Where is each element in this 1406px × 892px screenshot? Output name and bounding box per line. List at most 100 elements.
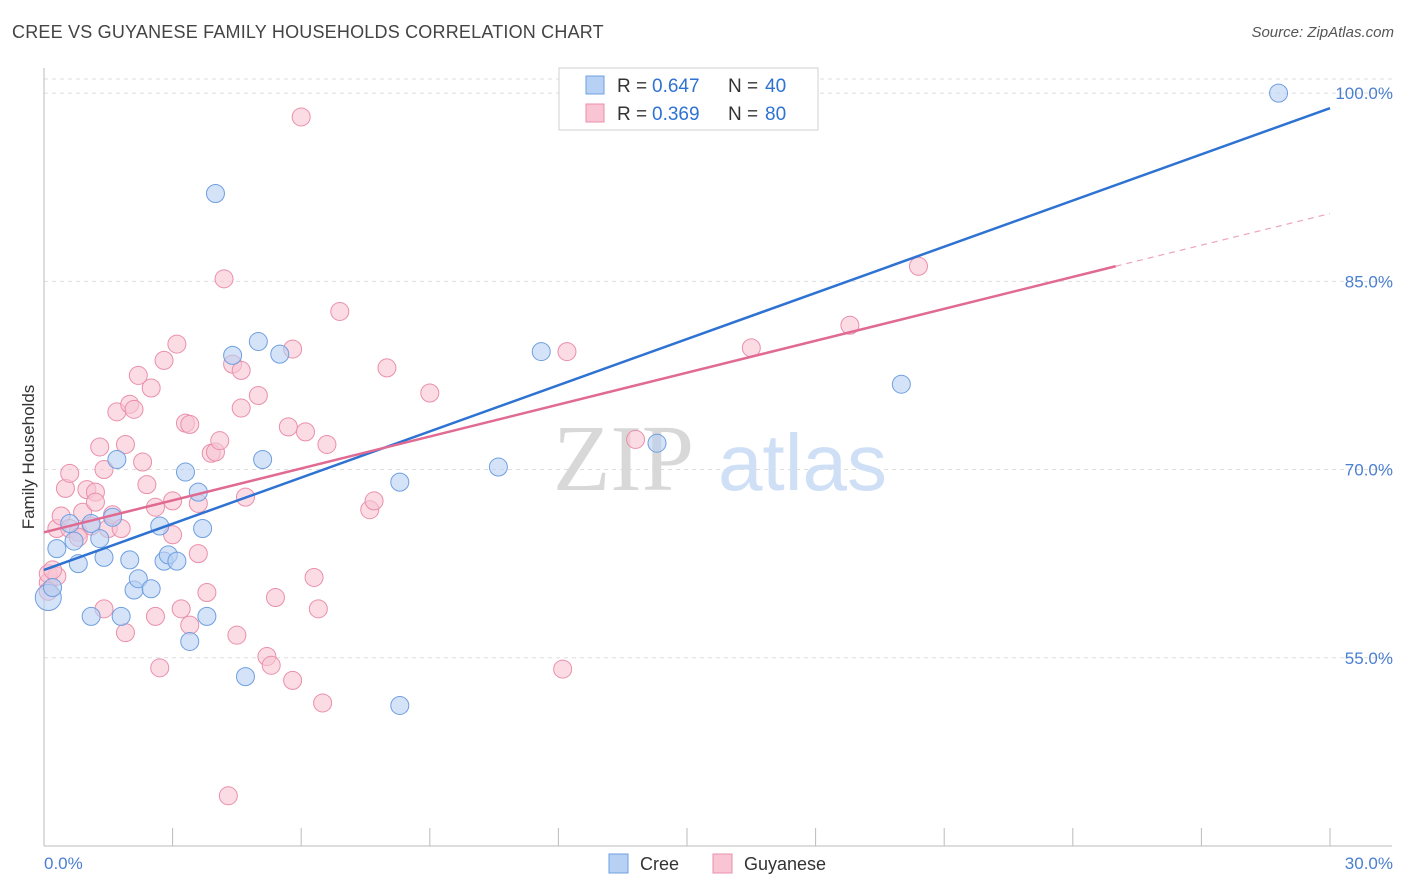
- guyanese-point: [330, 301, 350, 321]
- watermark-zip: ZIP: [553, 407, 694, 511]
- guyanese-point: [197, 583, 217, 603]
- cree-point: [253, 450, 273, 470]
- bottom-legend-swatch-guyanese: [712, 853, 733, 874]
- guyanese-point: [557, 342, 577, 362]
- cree-point: [647, 433, 667, 453]
- cree-point: [90, 529, 110, 549]
- guyanese-point: [283, 670, 303, 690]
- legend-swatch-guyanese: [585, 103, 605, 123]
- guyanese-trend-line: [43, 265, 1116, 534]
- guyanese-point: [85, 492, 105, 512]
- bottom-legend-swatch-cree: [608, 853, 629, 874]
- cree-point: [390, 695, 410, 715]
- trend-lines: [43, 106, 1331, 572]
- guyanese-point: [145, 606, 165, 626]
- cree-point: [248, 332, 268, 352]
- cree-point: [111, 606, 131, 626]
- guyanese-point: [115, 623, 135, 643]
- y-tick-labels: 55.0% 70.0% 85.0% 100.0%: [1335, 84, 1393, 668]
- watermark-atlas: atlas: [718, 418, 887, 507]
- bottom-legend: Cree Guyanese: [608, 853, 826, 874]
- cree-point: [64, 531, 84, 551]
- guyanese-point: [317, 434, 337, 454]
- y-tick-label: 55.0%: [1345, 649, 1393, 668]
- cree-point: [193, 519, 213, 539]
- legend-swatch-cree: [585, 75, 605, 95]
- x-tick-label-min: 0.0%: [44, 854, 83, 873]
- watermark: ZIP atlas: [553, 407, 887, 511]
- guyanese-point: [227, 625, 247, 645]
- x-axis-ticks: [43, 828, 1331, 846]
- guyanese-point: [128, 365, 148, 385]
- guyanese-point: [248, 386, 268, 406]
- guyanese-point: [231, 360, 251, 380]
- y-tick-label: 100.0%: [1335, 84, 1393, 103]
- cree-point: [197, 606, 217, 626]
- guyanese-point: [94, 460, 114, 480]
- cree-point: [167, 551, 187, 571]
- guyanese-point: [133, 452, 153, 472]
- x-tick-label-max: 30.0%: [1345, 854, 1393, 873]
- guyanese-point: [840, 315, 860, 335]
- guyanese-point: [231, 398, 251, 418]
- legend-n-value-cree: 40: [765, 76, 786, 97]
- cree-point: [81, 606, 101, 626]
- guyanese-point: [154, 350, 174, 370]
- legend-n-label-guyanese: N =: [728, 104, 758, 125]
- cree-point: [180, 631, 200, 651]
- cree-point: [270, 344, 290, 364]
- legend-r-label-guyanese: R =: [617, 104, 647, 125]
- guyanese-point: [626, 429, 646, 449]
- cree-point: [1269, 83, 1289, 103]
- guyanese-point: [553, 659, 573, 679]
- bottom-legend-label-guyanese: Guyanese: [744, 854, 826, 874]
- guyanese-point: [137, 475, 157, 495]
- y-tick-label: 85.0%: [1345, 272, 1393, 291]
- bottom-legend-label-cree: Cree: [640, 854, 679, 874]
- cree-point: [107, 450, 127, 470]
- chart-title: CREE VS GUYANESE FAMILY HOUSEHOLDS CORRE…: [12, 22, 604, 42]
- guyanese-point: [141, 378, 161, 398]
- guyanese-point: [167, 334, 187, 354]
- y-tick-label: 70.0%: [1345, 461, 1393, 480]
- guyanese-point: [278, 417, 298, 437]
- guyanese-point: [171, 599, 191, 619]
- guyanese-trend-extension: [1115, 212, 1331, 267]
- cree-point: [235, 667, 255, 687]
- legend-n-value-guyanese: 80: [765, 104, 786, 125]
- axes: [43, 68, 1392, 847]
- cree-point: [205, 183, 225, 203]
- guyanese-point: [377, 358, 397, 378]
- guyanese-point: [180, 615, 200, 635]
- cree-point: [891, 374, 911, 394]
- guyanese-point: [308, 599, 328, 619]
- guyanese-point: [188, 544, 208, 564]
- cree-trend-line: [43, 106, 1331, 572]
- guyanese-point: [304, 567, 324, 587]
- guyanese-point: [364, 491, 384, 511]
- guyanese-point: [261, 655, 281, 675]
- guyanese-point: [210, 431, 230, 451]
- legend: R = 0.647 N = 40 R = 0.369 N = 80: [558, 67, 819, 131]
- cree-point: [141, 579, 161, 599]
- guyanese-point: [313, 693, 333, 713]
- chart-source: Source: ZipAtlas.com: [1251, 24, 1394, 41]
- cree-point: [120, 550, 140, 570]
- legend-r-label-cree: R =: [617, 76, 647, 97]
- guyanese-point: [150, 658, 170, 678]
- cree-point: [175, 462, 195, 482]
- guyanese-point: [908, 256, 928, 276]
- legend-r-value-cree: 0.647: [652, 76, 700, 97]
- cree-point: [488, 457, 508, 477]
- guyanese-point: [124, 399, 144, 419]
- guyanese-point: [420, 383, 440, 403]
- guyanese-point: [60, 463, 80, 483]
- guyanese-point: [90, 437, 110, 457]
- guyanese-point: [180, 414, 200, 434]
- legend-n-label-cree: N =: [728, 76, 758, 97]
- cree-point: [47, 539, 67, 559]
- guyanese-point: [265, 588, 285, 608]
- cree-point: [128, 569, 148, 589]
- guyanese-point: [295, 422, 315, 442]
- y-axis-label: Family Households: [19, 385, 38, 530]
